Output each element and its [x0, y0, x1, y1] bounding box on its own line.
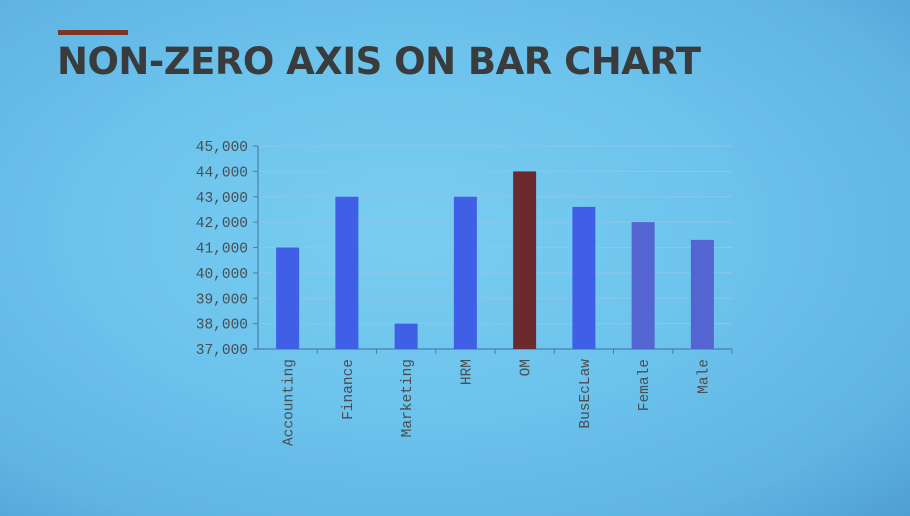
- x-category-label: Marketing: [400, 359, 416, 437]
- bar-finance: [335, 196, 359, 349]
- x-category-label: Male: [696, 359, 712, 394]
- bar-female: [631, 222, 655, 349]
- bar-marketing: [394, 323, 418, 349]
- x-category-label: Accounting: [282, 359, 298, 446]
- x-category-label: HRM: [459, 359, 475, 385]
- bar-male: [690, 239, 714, 349]
- y-tick-label: 38,000: [196, 318, 248, 334]
- x-category-label: Female: [637, 359, 653, 411]
- y-tick-label: 41,000: [196, 242, 248, 258]
- x-category-label: OM: [519, 359, 535, 376]
- y-tick-label: 44,000: [196, 165, 248, 181]
- bar-buseclaw: [572, 206, 596, 349]
- y-tick-label: 45,000: [196, 140, 248, 156]
- slide-title: NON-ZERO AXIS ON BAR CHART: [57, 40, 701, 83]
- y-tick-label: 42,000: [196, 216, 248, 232]
- bar-om: [513, 171, 537, 349]
- y-tick-label: 39,000: [196, 292, 248, 308]
- bar-hrm: [453, 196, 477, 349]
- title-accent-bar: [58, 30, 128, 35]
- y-tick-label: 40,000: [196, 267, 248, 283]
- y-tick-label: 43,000: [196, 191, 248, 207]
- y-tick-label: 37,000: [196, 343, 248, 359]
- x-category-label: Finance: [341, 359, 357, 420]
- bar-accounting: [276, 247, 300, 349]
- x-category-label: BusEcLaw: [578, 359, 594, 429]
